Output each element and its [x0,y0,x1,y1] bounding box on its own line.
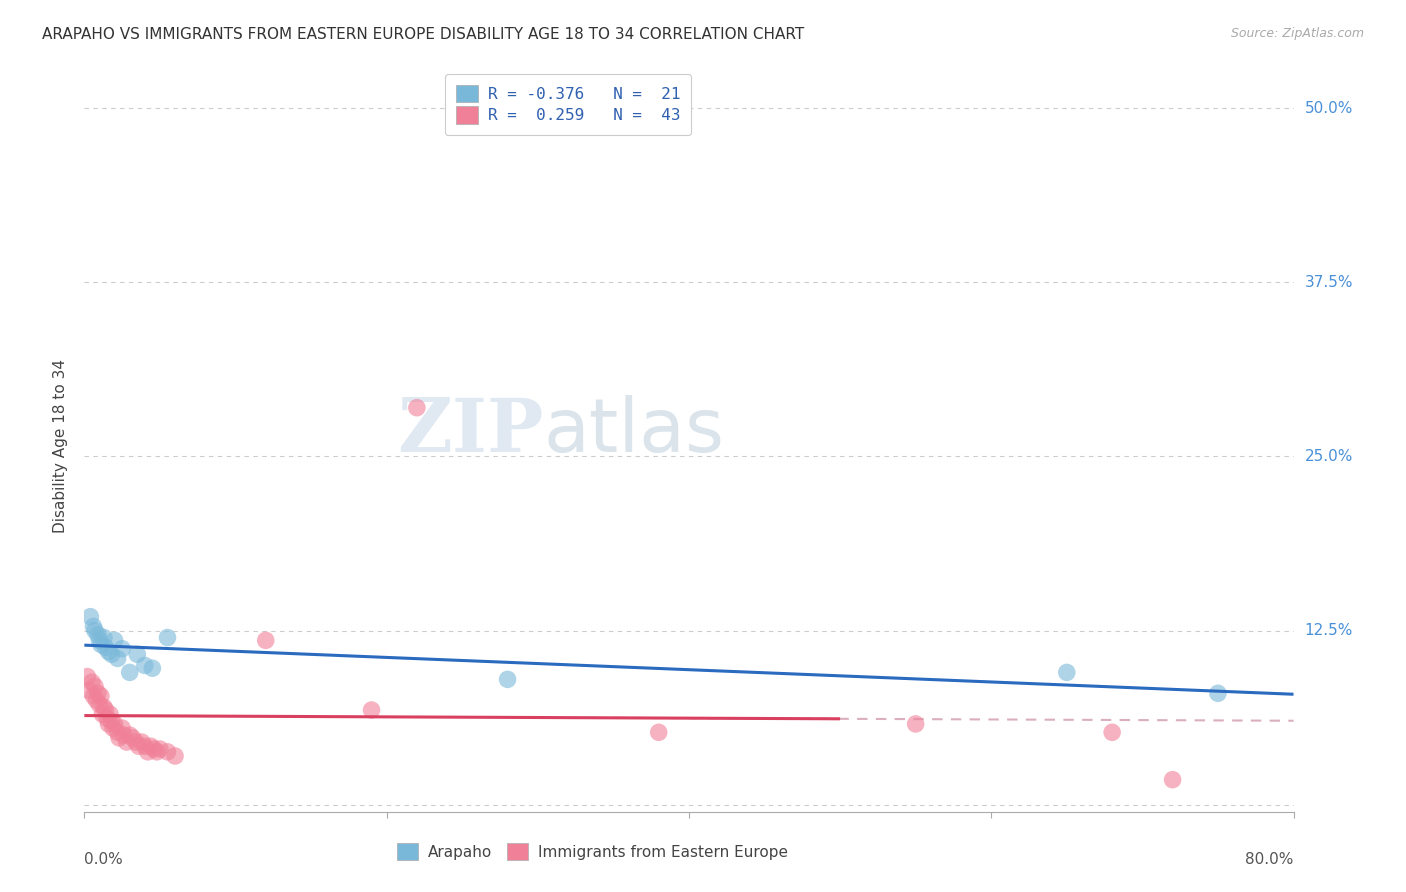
Point [165,749,187,764]
Text: 12.5%: 12.5% [1305,624,1353,638]
Point [111,641,134,656]
Point [100,714,122,728]
Point [115,735,138,749]
Point [104,633,127,648]
Point [89,698,111,712]
Point [1056,665,1078,680]
Point [90,689,112,703]
Text: 0.0%: 0.0% [84,852,124,867]
Point [125,735,148,749]
Text: ARAPAHO VS IMMIGRANTS FROM EASTERN EUROPE DISABILITY AGE 18 TO 34 CORRELATION CH: ARAPAHO VS IMMIGRANTS FROM EASTERN EUROP… [42,27,804,42]
Point [360,703,382,717]
Point [1206,686,1229,700]
Point [93,631,115,645]
Point [904,717,927,731]
Text: 37.5%: 37.5% [1305,275,1353,290]
Point [96,711,118,725]
Point [97,644,120,658]
Point [100,648,122,662]
Text: Source: ZipAtlas.com: Source: ZipAtlas.com [1230,27,1364,40]
Point [94,703,117,717]
Point [254,633,277,648]
Point [107,651,129,665]
Point [89,633,111,648]
Point [127,648,149,662]
Text: ZIP: ZIP [398,395,544,468]
Point [134,739,156,754]
Point [134,658,156,673]
Text: 80.0%: 80.0% [1246,852,1294,867]
Point [82,689,104,703]
Point [90,638,112,652]
Point [136,745,159,759]
Point [79,609,101,624]
Point [91,707,114,722]
Point [97,717,120,731]
Point [80,675,103,690]
Point [139,739,162,754]
Point [93,700,115,714]
Point [128,739,150,754]
Point [131,735,153,749]
Point [101,721,124,735]
Point [149,742,172,756]
Point [146,745,169,759]
Point [648,725,671,739]
Point [82,619,104,633]
Text: 25.0%: 25.0% [1305,449,1353,464]
Point [84,679,107,693]
Point [141,661,163,675]
Point [98,707,121,722]
Point [104,717,127,731]
Point [107,725,129,739]
Point [118,665,141,680]
Point [111,721,134,735]
Point [1101,725,1123,739]
Point [1161,772,1184,787]
Point [142,742,165,756]
Text: atlas: atlas [544,395,725,468]
Point [156,745,179,759]
Point [87,628,110,642]
Point [94,640,117,655]
Text: 50.0%: 50.0% [1305,101,1353,116]
Point [76,669,98,683]
Point [112,728,135,742]
Point [406,401,429,415]
Point [108,731,131,745]
Y-axis label: Disability Age 18 to 34: Disability Age 18 to 34 [53,359,69,533]
Point [156,631,179,645]
Legend: Arapaho, Immigrants from Eastern Europe: Arapaho, Immigrants from Eastern Europe [391,838,793,866]
Point [86,693,108,707]
Point [87,686,110,700]
Point [496,673,519,687]
Point [84,624,107,638]
Point [77,683,100,698]
Point [118,728,141,742]
Point [121,731,143,745]
